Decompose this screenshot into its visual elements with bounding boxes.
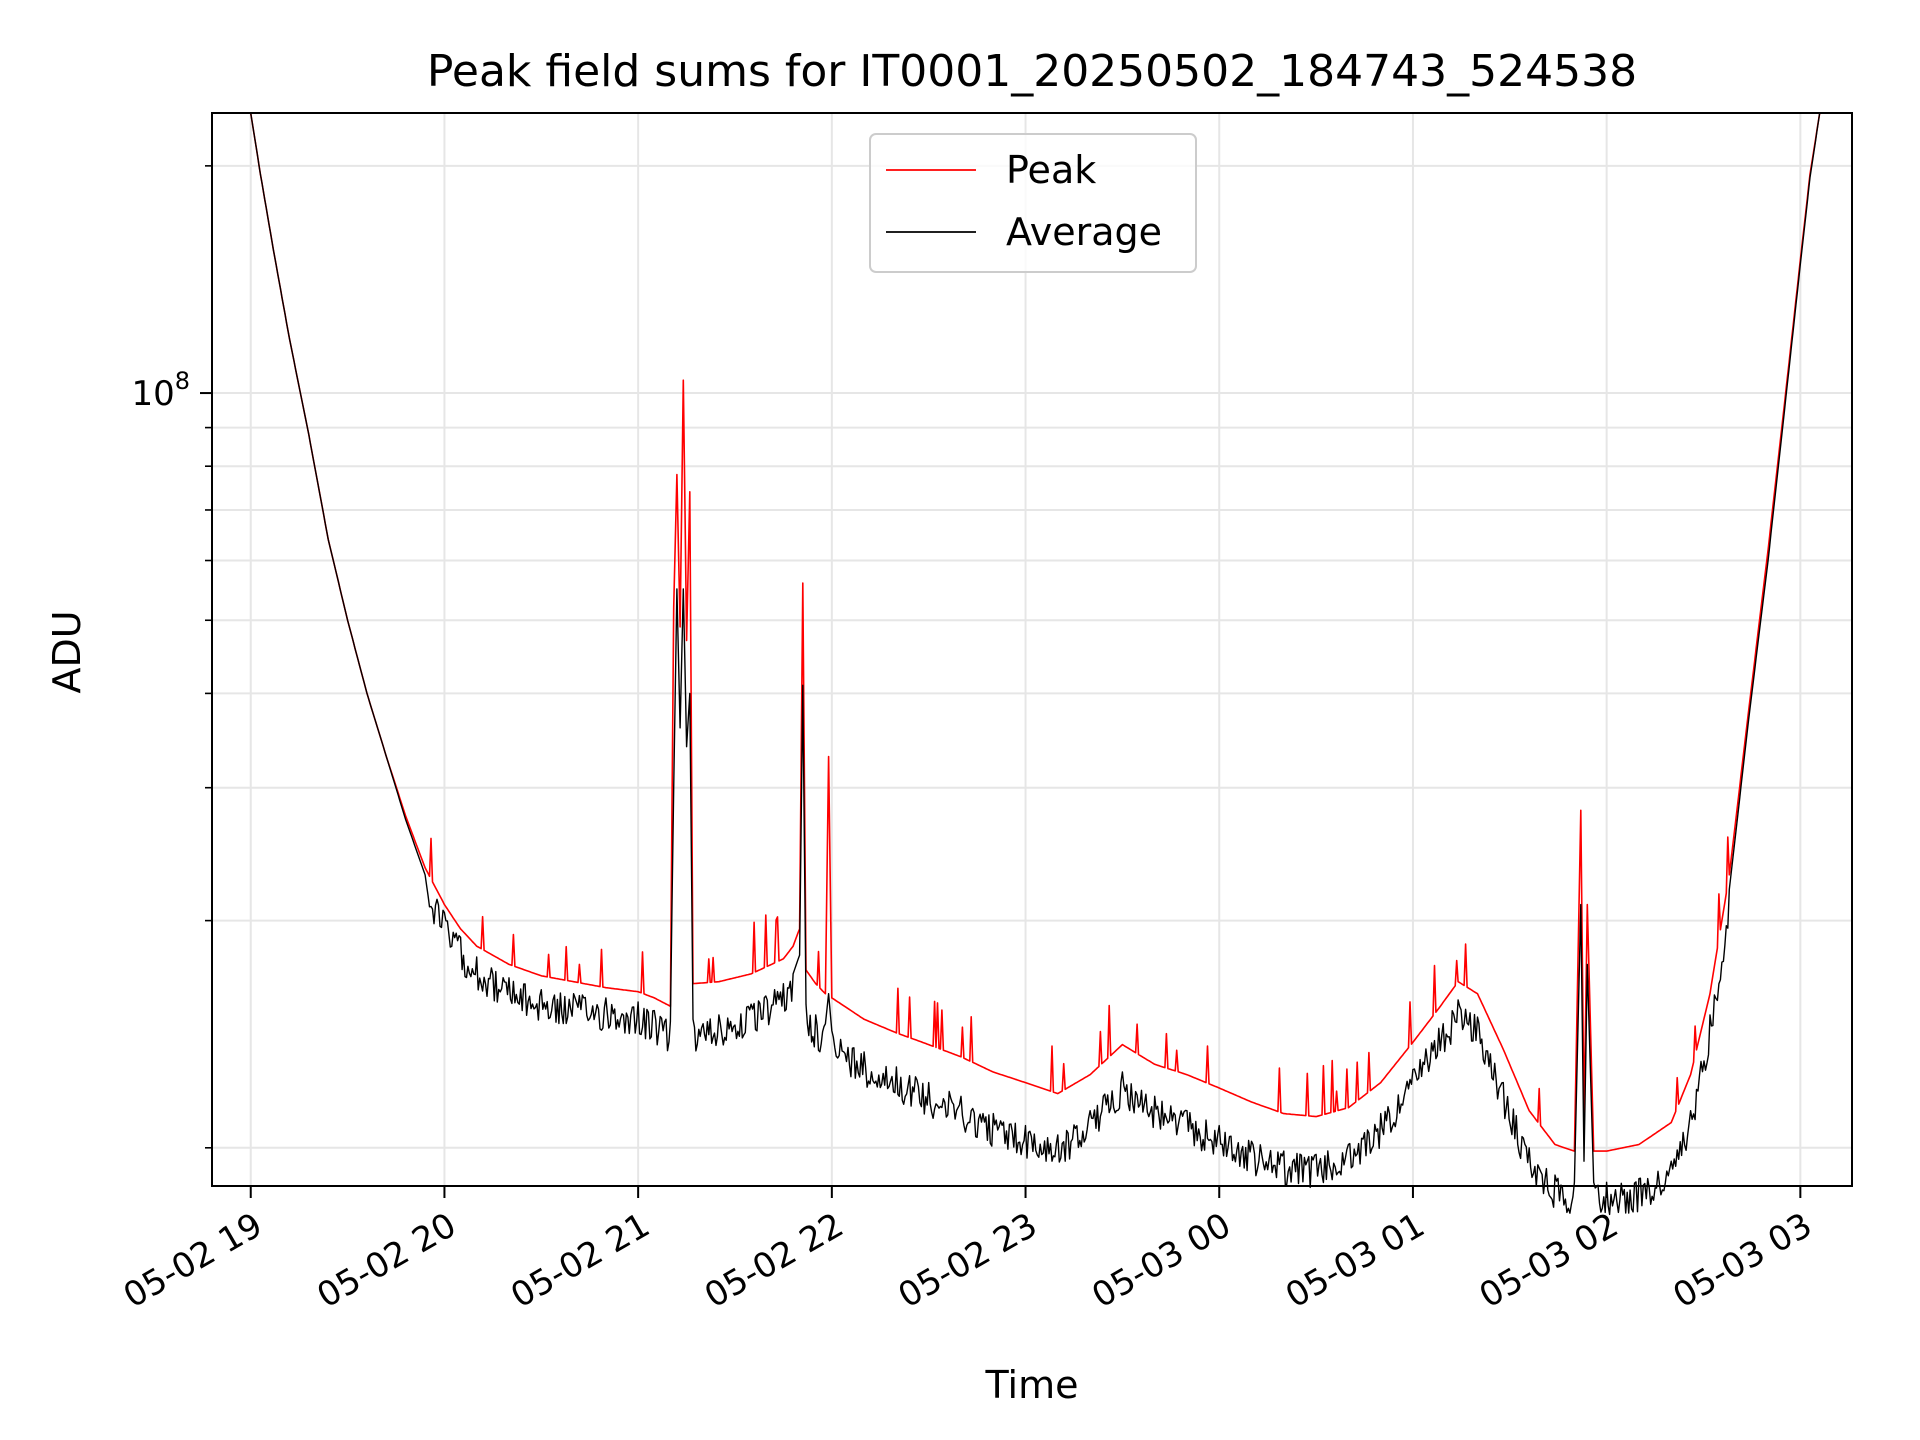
plot-area xyxy=(211,112,1853,1216)
chart-title: Peak field sums for IT0001_20250502_1847… xyxy=(427,46,1637,97)
y-tick-exponent: 8 xyxy=(175,367,190,395)
plot-frame xyxy=(211,112,1853,1187)
legend-box xyxy=(869,133,1197,273)
series-line-peak xyxy=(249,112,1821,1152)
y-axis-label: ADU xyxy=(45,610,89,693)
series-group xyxy=(249,112,1821,1216)
y-tick-base: 10 xyxy=(131,374,174,414)
legend: Peak Average xyxy=(869,133,1197,273)
legend-label-average: Average xyxy=(1006,210,1162,254)
x-axis-label: Time xyxy=(985,1363,1079,1407)
legend-label-peak: Peak xyxy=(1006,148,1096,192)
y-axis: 108 xyxy=(131,165,212,1149)
y-tick-label: 108 xyxy=(131,367,190,414)
series-line-average xyxy=(250,112,1821,1216)
